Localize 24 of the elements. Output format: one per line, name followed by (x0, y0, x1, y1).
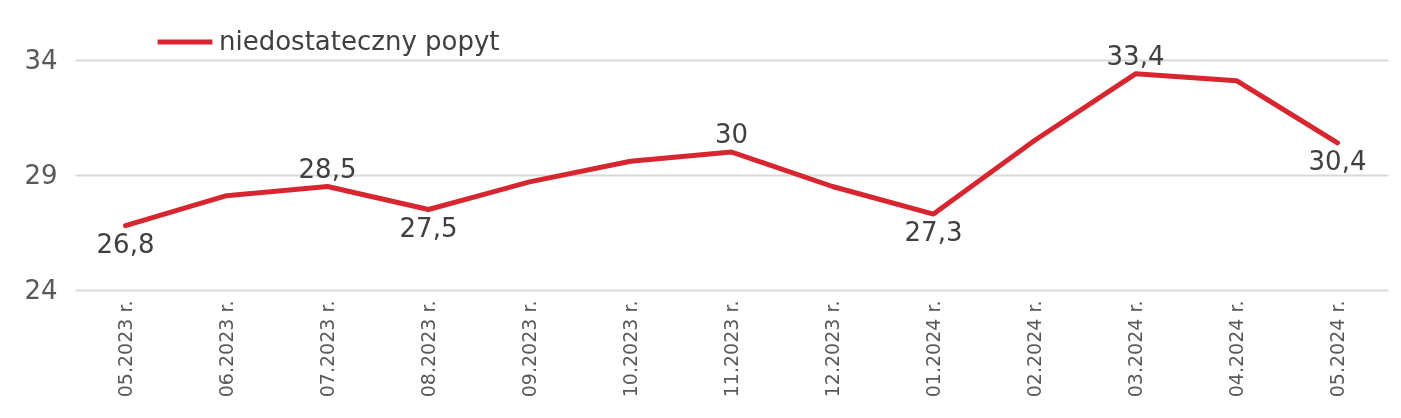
data-label: 27,5 (399, 212, 458, 243)
data-label: 26,8 (96, 228, 155, 259)
y-tick-label: 24 (24, 274, 58, 305)
data-label: 33,4 (1106, 40, 1165, 71)
data-label: 28,5 (298, 153, 357, 184)
x-tick-label: 05.2023 r. (114, 300, 136, 398)
x-tick-label: 03.2024 r. (1124, 300, 1146, 398)
x-tick-label: 08.2023 r. (417, 300, 439, 398)
x-tick-label: 06.2023 r. (215, 300, 237, 398)
x-tick-label: 04.2024 r. (1225, 300, 1247, 398)
x-tick-label: 01.2024 r. (922, 300, 944, 398)
x-tick-label: 05.2024 r. (1326, 300, 1348, 398)
data-label: 30,4 (1308, 145, 1367, 176)
x-tick-label: 12.2023 r. (821, 300, 843, 398)
x-tick-label: 07.2023 r. (316, 300, 338, 398)
data-label: 30 (714, 119, 749, 149)
x-tick-label: 11.2023 r. (720, 300, 742, 398)
x-tick-label: 09.2023 r. (518, 300, 540, 398)
data-label: 27,3 (904, 217, 963, 248)
legend-label: niedostateczny popyt (219, 26, 500, 56)
y-tick-label: 34 (24, 44, 58, 75)
y-tick-label: 29 (24, 159, 58, 190)
x-tick-label: 02.2024 r. (1023, 300, 1045, 398)
x-tick-label: 10.2023 r. (619, 300, 641, 398)
